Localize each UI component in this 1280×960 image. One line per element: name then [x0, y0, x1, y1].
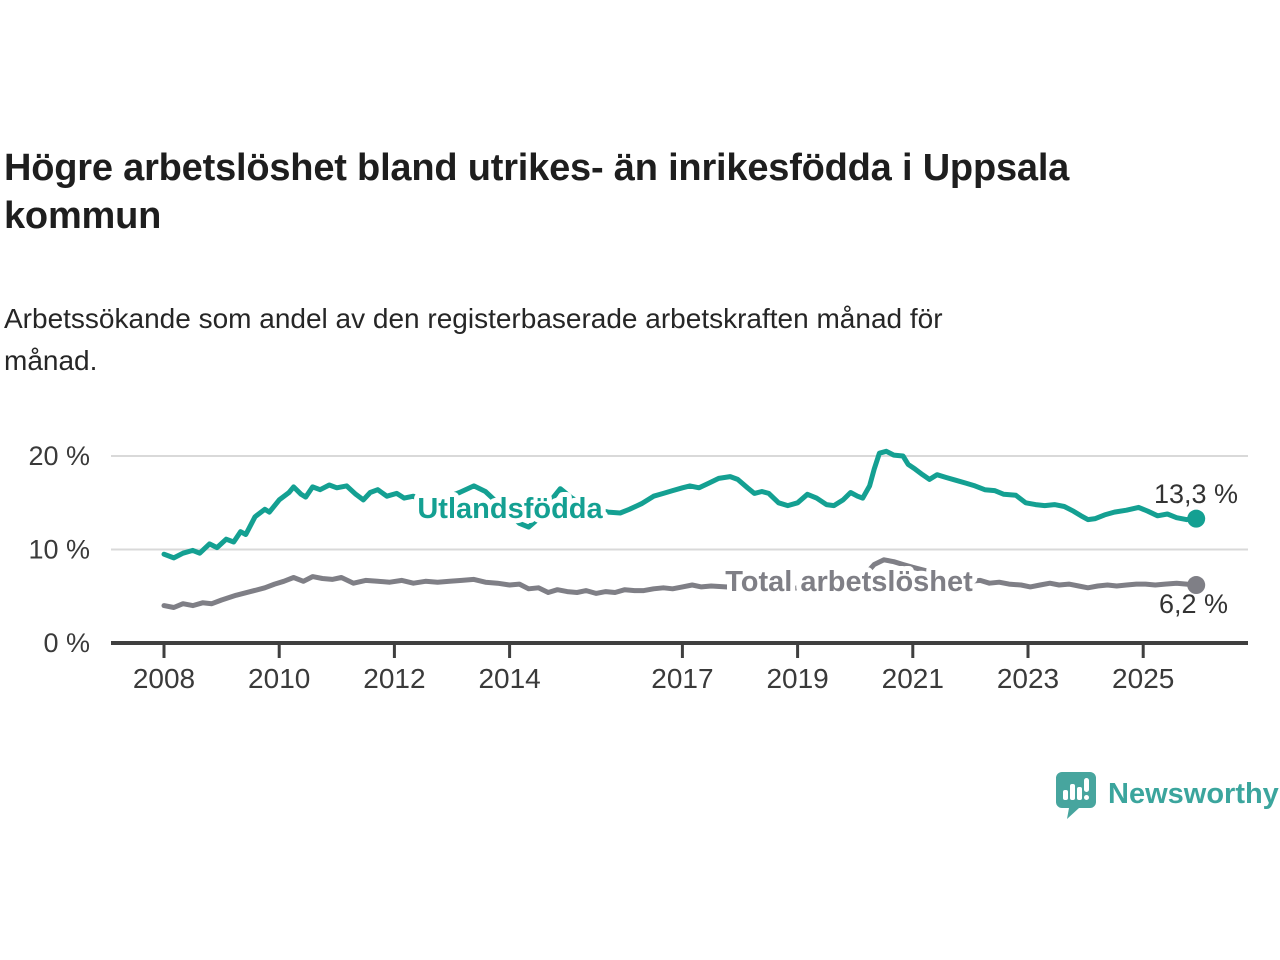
chart-labels: Utlandsfödda 13,3 % Total arbetslöshet 6,2 …	[412, 479, 1238, 619]
y-tick-label-20: 20 %	[28, 441, 90, 471]
chart-subtitle-line-1: Arbetssökande som andel av den registerb…	[4, 303, 943, 334]
series-line-total	[161, 557, 1199, 610]
chart-subtitle-line-2: månad.	[4, 345, 98, 376]
y-tick-label-0: 0 %	[43, 628, 90, 658]
bar-chart-glyph	[1063, 778, 1089, 800]
series-label-total: Total arbetslöshet	[725, 566, 973, 598]
series-label-utlandsfodda: Utlandsfödda	[417, 493, 603, 525]
x-tick-label-2008: 2008	[133, 663, 195, 694]
exclamation-dot	[1084, 795, 1089, 800]
newsworthy-bubble-chart-icon	[1056, 772, 1096, 819]
y-tick-label-10: 10 %	[28, 535, 90, 565]
exclamation-bar	[1084, 778, 1089, 792]
series-end-dot-utlandsfodda	[1187, 509, 1206, 528]
page-title-line-1: Högre arbetslöshet bland utrikes- än inr…	[4, 147, 1070, 189]
gridlines	[111, 455, 1248, 551]
x-tick-label-2017: 2017	[651, 663, 713, 694]
page-title: Högre arbetslöshet bland utrikes- än inr…	[4, 144, 1254, 240]
x-tick-label-2010: 2010	[248, 663, 310, 694]
x-tick-label-2019: 2019	[766, 663, 828, 694]
x-tick-label-2014: 2014	[478, 663, 540, 694]
x-axis: 0 % 10 % 20 % 2008 2010 2012 2014 2017 2019 2021 2…	[28, 441, 1248, 694]
series-line-utlandsfodda	[161, 448, 1199, 561]
x-tick-label-2025: 2025	[1112, 663, 1174, 694]
newsworthy-logo: Newsworthy	[1054, 770, 1279, 820]
newsworthy-wordmark: Newsworthy	[1108, 778, 1279, 810]
end-value-label-utlandsfodda: 13,3 %	[1154, 479, 1238, 509]
series-end-dot-total	[1187, 576, 1206, 595]
x-tick-label-2021: 2021	[882, 663, 944, 694]
page-title-line-2: kommun	[4, 195, 162, 237]
data-series	[161, 448, 1206, 610]
x-tick-label-2012: 2012	[363, 663, 425, 694]
end-value-label-total: 6,2 %	[1159, 589, 1228, 619]
x-tick-label-2023: 2023	[997, 663, 1059, 694]
chart-subtitle: Arbetssökande som andel av den registerb…	[4, 298, 1204, 382]
speech-bubble-shape	[1056, 772, 1096, 819]
